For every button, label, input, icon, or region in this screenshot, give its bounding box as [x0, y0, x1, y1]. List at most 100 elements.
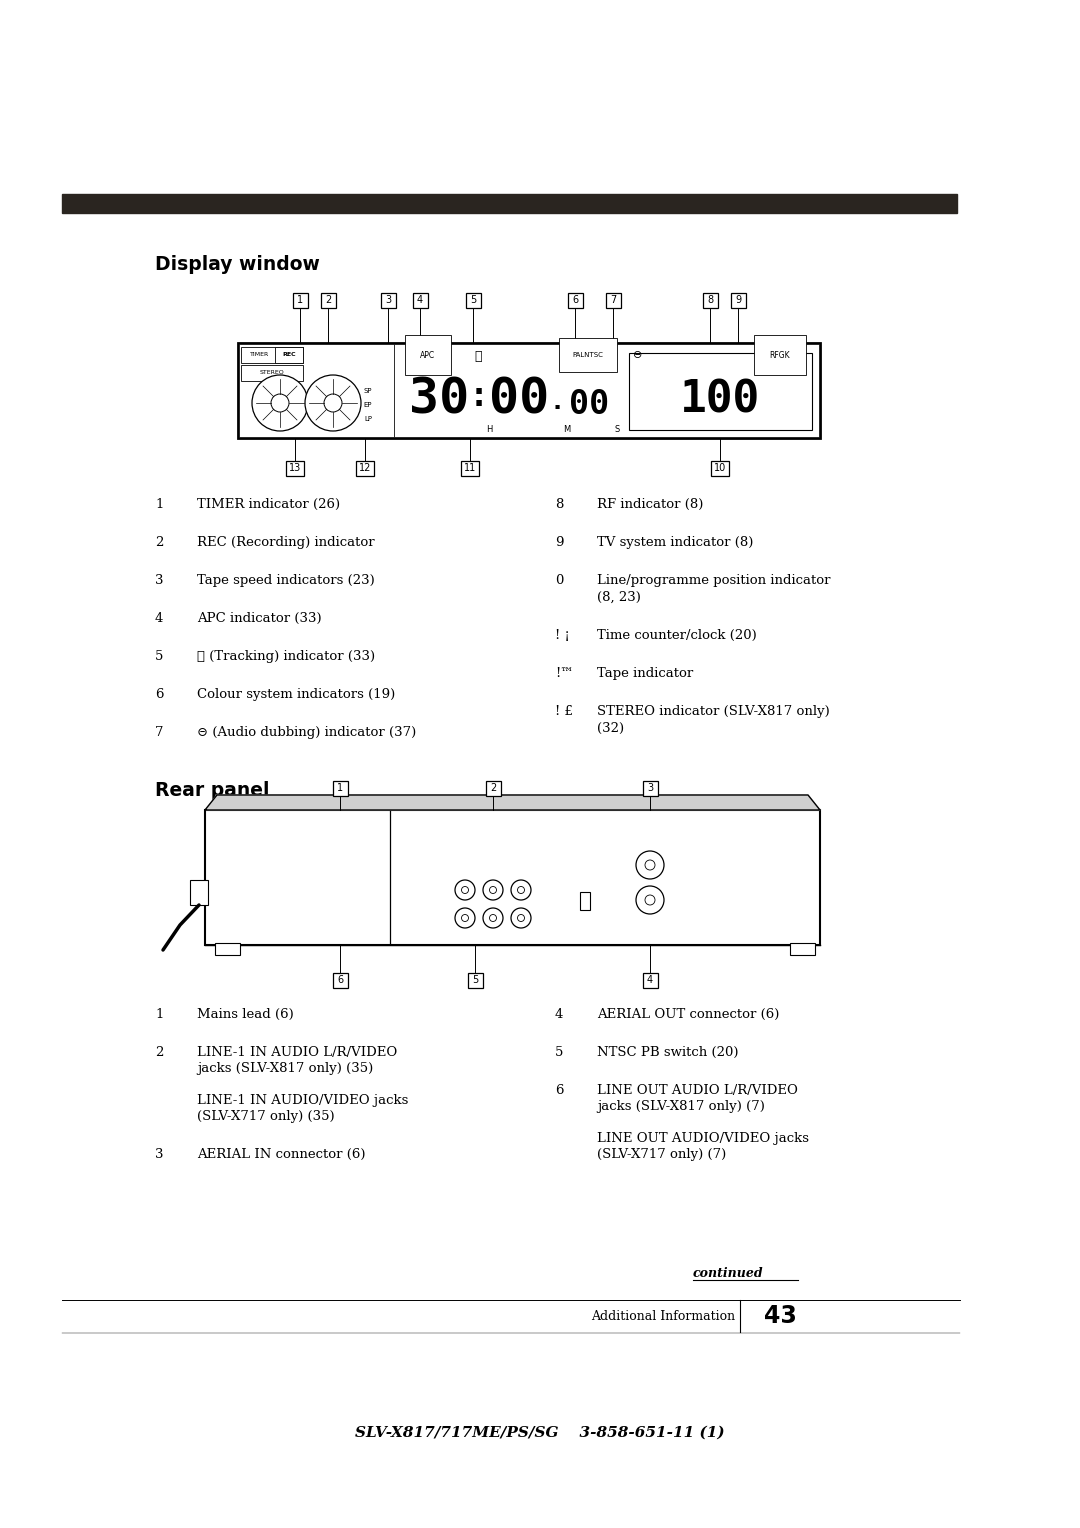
Text: jacks (SLV-X817 only) (7): jacks (SLV-X817 only) (7): [597, 1100, 765, 1112]
Text: 4: 4: [647, 975, 653, 986]
Bar: [286, 460, 303, 475]
Circle shape: [305, 374, 361, 431]
Text: Rear panel: Rear panel: [156, 781, 270, 799]
Text: M: M: [564, 425, 570, 434]
Text: SP: SP: [364, 388, 373, 394]
Text: Colour system indicators (19): Colour system indicators (19): [197, 688, 395, 701]
Text: 10: 10: [714, 463, 726, 474]
Text: 00: 00: [569, 388, 609, 420]
Text: LINE-1 IN AUDIO L/R/VIDEO: LINE-1 IN AUDIO L/R/VIDEO: [197, 1047, 397, 1059]
Bar: [275, 347, 303, 364]
Circle shape: [511, 880, 531, 900]
Text: jacks (SLV-X817 only) (35): jacks (SLV-X817 only) (35): [197, 1062, 374, 1076]
Circle shape: [489, 886, 497, 894]
Text: APC: APC: [420, 350, 435, 359]
Circle shape: [324, 394, 342, 413]
Circle shape: [461, 914, 469, 921]
Text: TIMER: TIMER: [251, 353, 270, 358]
Text: ⊖: ⊖: [633, 350, 643, 361]
Text: 4: 4: [417, 295, 423, 306]
Text: STEREO: STEREO: [259, 370, 284, 376]
Circle shape: [461, 886, 469, 894]
Text: Ⓝ (Tracking) indicator (33): Ⓝ (Tracking) indicator (33): [197, 649, 375, 663]
Text: continued: continued: [693, 1267, 764, 1280]
Text: 43: 43: [764, 1303, 796, 1328]
Circle shape: [252, 374, 308, 431]
Text: H: H: [486, 425, 492, 434]
Text: EP: EP: [364, 402, 373, 408]
Text: 8: 8: [707, 295, 713, 306]
Circle shape: [645, 860, 654, 869]
Text: (SLV-X717 only) (35): (SLV-X717 only) (35): [197, 1109, 335, 1123]
Text: ! £: ! £: [555, 704, 572, 718]
Bar: [468, 972, 483, 987]
Text: 5: 5: [470, 295, 476, 306]
Text: LINE-1 IN AUDIO/VIDEO jacks: LINE-1 IN AUDIO/VIDEO jacks: [197, 1094, 408, 1106]
Text: 6: 6: [555, 1083, 564, 1097]
Text: AERIAL OUT connector (6): AERIAL OUT connector (6): [597, 1008, 780, 1021]
Text: RF indicator (8): RF indicator (8): [597, 498, 703, 510]
Text: 6: 6: [156, 688, 163, 701]
Bar: [465, 292, 481, 307]
Bar: [380, 292, 395, 307]
Text: 7: 7: [156, 726, 163, 740]
Text: Ⓝ: Ⓝ: [474, 350, 482, 362]
Bar: [580, 892, 590, 911]
Bar: [643, 972, 658, 987]
Bar: [205, 810, 820, 944]
Circle shape: [271, 394, 289, 413]
Bar: [643, 781, 658, 796]
Bar: [567, 292, 582, 307]
Bar: [241, 347, 303, 364]
Text: 3: 3: [647, 782, 653, 793]
Text: 1: 1: [337, 782, 343, 793]
Text: Tape indicator: Tape indicator: [597, 668, 693, 680]
Text: 6: 6: [572, 295, 578, 306]
Circle shape: [511, 908, 531, 927]
Text: 5: 5: [156, 649, 163, 663]
Text: 11: 11: [464, 463, 476, 474]
Text: 4: 4: [555, 1008, 564, 1021]
Bar: [730, 292, 745, 307]
Text: 100: 100: [680, 379, 760, 422]
Text: 7: 7: [610, 295, 616, 306]
Text: REC (Recording) indicator: REC (Recording) indicator: [197, 536, 375, 549]
Text: 1: 1: [156, 498, 163, 510]
Text: (SLV-X717 only) (7): (SLV-X717 only) (7): [597, 1148, 726, 1161]
Bar: [190, 880, 208, 905]
Text: Tape speed indicators (23): Tape speed indicators (23): [197, 575, 375, 587]
Text: 6: 6: [337, 975, 343, 986]
Circle shape: [455, 880, 475, 900]
Text: Time counter/clock (20): Time counter/clock (20): [597, 630, 757, 642]
Text: !™: !™: [555, 668, 573, 680]
Text: 00: 00: [489, 376, 549, 423]
Bar: [461, 460, 480, 475]
Text: S: S: [615, 425, 620, 434]
Bar: [629, 353, 812, 429]
Bar: [215, 943, 240, 955]
Text: .: .: [550, 390, 565, 414]
Text: 5: 5: [555, 1047, 564, 1059]
Bar: [394, 344, 819, 437]
Text: 3: 3: [156, 1148, 163, 1161]
Circle shape: [483, 880, 503, 900]
Text: NTSC PB switch (20): NTSC PB switch (20): [597, 1047, 739, 1059]
Text: 4: 4: [156, 613, 163, 625]
Text: :: :: [469, 379, 489, 413]
Bar: [356, 460, 374, 475]
Circle shape: [517, 914, 525, 921]
Bar: [711, 460, 729, 475]
Text: 2: 2: [156, 536, 163, 549]
Text: APC indicator (33): APC indicator (33): [197, 613, 322, 625]
Text: 2: 2: [325, 295, 332, 306]
Text: Mains lead (6): Mains lead (6): [197, 1008, 294, 1021]
Text: Line/programme position indicator: Line/programme position indicator: [597, 575, 831, 587]
Text: ⊝ (Audio dubbing) indicator (37): ⊝ (Audio dubbing) indicator (37): [197, 726, 416, 740]
Text: RFGK: RFGK: [770, 350, 791, 359]
Text: 0: 0: [555, 575, 564, 587]
Bar: [333, 781, 348, 796]
Text: 5: 5: [472, 975, 478, 986]
Text: 13: 13: [288, 463, 301, 474]
Circle shape: [645, 895, 654, 905]
Text: 3: 3: [384, 295, 391, 306]
